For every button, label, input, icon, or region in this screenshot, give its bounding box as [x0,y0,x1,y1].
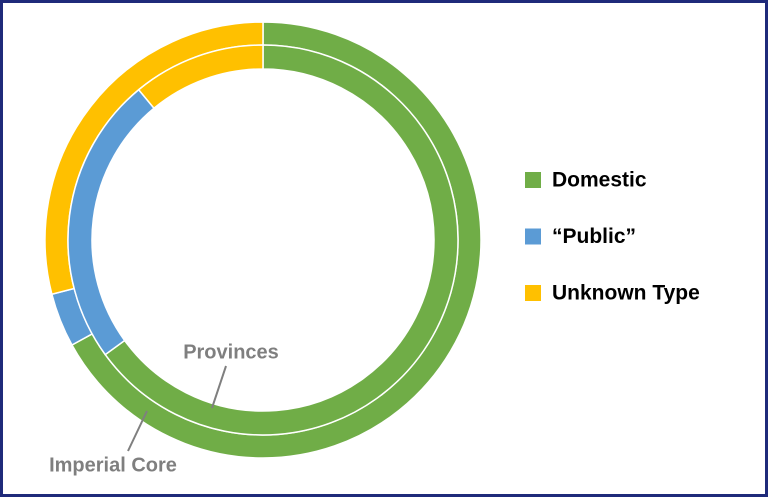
ring-segment [137,44,264,110]
ring-label: Provinces [183,341,279,363]
leader-line [127,410,148,452]
leader-line [211,365,227,409]
legend-swatch [525,172,541,188]
ring-label: Imperial Core [49,454,177,476]
legend-label: “Public” [552,225,636,248]
legend-label: Domestic [552,169,647,192]
ring-segment [104,44,459,436]
legend-swatch [525,285,541,301]
legend-swatch [525,228,541,245]
legend-label: Unknown Type [552,282,700,305]
